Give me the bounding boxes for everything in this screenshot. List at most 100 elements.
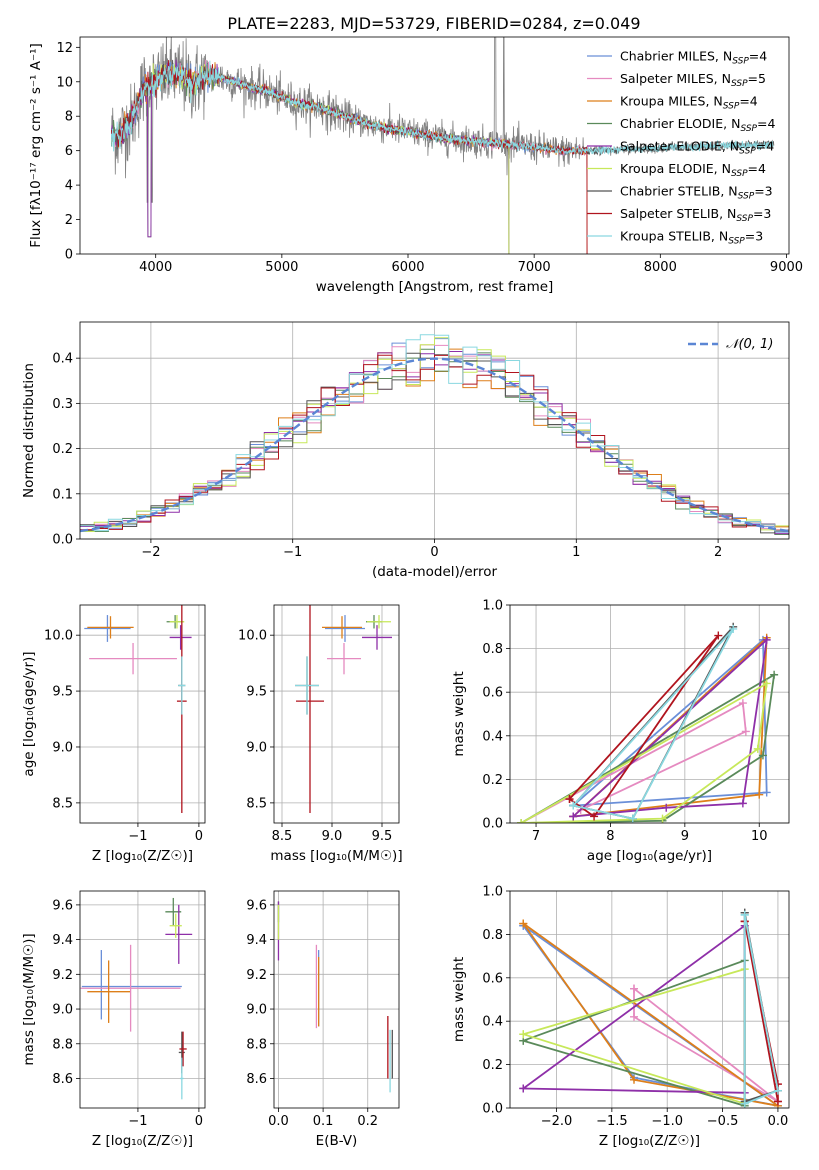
errorbar-salpeter-stelib bbox=[179, 1031, 187, 1067]
legend-entry-kroupa-elodie: Kroupa ELODIE, NSSP=4 bbox=[620, 161, 766, 179]
model-salpeter-stelib-line bbox=[111, 60, 588, 254]
series-kroupa-elodie-marker bbox=[517, 819, 526, 823]
mass-vs-Z-axes: −1 0 8.6 8.8 9.0 9.2 9.4 9.6 Z [log₁₀(Z/Z☉)] mass… bbox=[21, 891, 205, 1149]
y-tick-label: 8.6 bbox=[246, 1072, 267, 1087]
y-tick-label: 0.4 bbox=[482, 729, 503, 744]
x-tick-label: −2 bbox=[141, 545, 160, 560]
x-tick-label: 9.0 bbox=[322, 829, 343, 844]
legend-entry-chabrier-miles: Chabrier MILES, NSSP=4 bbox=[620, 49, 767, 67]
errorbar-salpeter-miles bbox=[89, 643, 177, 675]
x-tick-label: 1 bbox=[572, 545, 580, 560]
y-tick-label: 9.0 bbox=[246, 740, 267, 755]
y-tick-label: 0.0 bbox=[52, 533, 73, 548]
series-kroupa-stelib-marker bbox=[740, 910, 749, 919]
y-tick-label: 0.6 bbox=[482, 686, 503, 701]
series-kroupa-stelib-marker bbox=[628, 814, 637, 823]
x-tick-label: −1 bbox=[283, 545, 302, 560]
x-tick-label: 9.5 bbox=[372, 829, 393, 844]
y-tick-label: 0.2 bbox=[52, 442, 73, 457]
residuals-plot-area bbox=[80, 334, 789, 535]
x-tick-label: 7000 bbox=[518, 260, 551, 275]
series-kroupa-elodie-marker bbox=[658, 814, 667, 823]
series-salpeter-miles-marker bbox=[738, 699, 747, 708]
y-tick-label: 1.0 bbox=[482, 885, 503, 900]
y-tick-label: 0.4 bbox=[52, 352, 73, 367]
y-axis-label: mass [log₁₀(M/M☉)] bbox=[21, 933, 37, 1065]
errorbar-salpeter-elodie bbox=[362, 625, 392, 650]
series-salpeter-miles-marker bbox=[630, 1012, 638, 1021]
legend-entry-kroupa-miles: Kroupa MILES, NSSP=4 bbox=[620, 94, 758, 112]
x-tick-label: −1.0 bbox=[651, 1114, 683, 1129]
y-tick-label: 9.6 bbox=[52, 898, 73, 913]
y-tick-label: 0.0 bbox=[482, 1102, 503, 1117]
mass-vs-ebv-frame bbox=[273, 890, 400, 1109]
y-tick-label: 9.2 bbox=[246, 968, 267, 983]
figure-title: PLATE=2283, MJD=53729, FIBERID=0284, z=0… bbox=[227, 14, 640, 33]
x-axis-label: (data-model)/error bbox=[372, 564, 498, 580]
errorbar-salpeter-elodie bbox=[169, 625, 192, 650]
series-chabrier-miles-line bbox=[572, 637, 768, 807]
errorbar-salpeter-stelib bbox=[296, 605, 324, 813]
age-vs-mass-frame bbox=[273, 604, 400, 824]
y-tick-label: 0.4 bbox=[482, 1015, 503, 1030]
y-tick-label: 0.2 bbox=[482, 1058, 503, 1073]
series-salpeter-stelib-marker bbox=[714, 631, 723, 640]
x-tick-label: −1.5 bbox=[596, 1114, 628, 1129]
series-chabrier-miles-marker bbox=[762, 788, 771, 797]
series-salpeter-stelib-line bbox=[743, 921, 779, 1102]
series-kroupa-stelib-marker bbox=[729, 624, 738, 633]
histogram-kroupa-stelib bbox=[80, 334, 789, 532]
y-axis-label: mass weight bbox=[451, 957, 467, 1042]
x-tick-label: 6000 bbox=[391, 260, 424, 275]
x-tick-label: 4000 bbox=[139, 260, 172, 275]
y-tick-label: 9.5 bbox=[246, 685, 267, 700]
errorbar-kroupa-elodie bbox=[367, 615, 391, 629]
y-tick-label: 10.0 bbox=[238, 629, 267, 644]
y-axis-label: age [log₁₀(age/yr)] bbox=[21, 651, 37, 776]
series-kroupa-stelib-line bbox=[743, 914, 779, 1106]
y-tick-label: 9.0 bbox=[246, 1003, 267, 1018]
series-kroupa-elodie-marker bbox=[762, 679, 771, 688]
y-tick-label: 10.0 bbox=[44, 629, 73, 644]
mass-weight-vs-age-axes: 7 8 9 10 0.0 0.2 0.4 0.6 0.8 1.0 age [log₁₀(age/yr… bbox=[451, 599, 789, 864]
series-salpeter-elodie-marker bbox=[569, 812, 578, 821]
series-salpeter-miles-marker bbox=[741, 727, 750, 736]
legend-entry-salpeter-elodie: Salpeter ELODIE, NSSP=4 bbox=[620, 139, 774, 157]
legend-entry-chabrier-elodie: Chabrier ELODIE, NSSP=4 bbox=[620, 116, 775, 134]
x-axis-label: wavelength [Angstrom, rest frame] bbox=[316, 279, 554, 295]
errorbar-salpeter-elodie bbox=[165, 904, 193, 964]
series-kroupa-elodie-line bbox=[520, 681, 768, 823]
mass-weight-vs-Z-plot-area bbox=[519, 908, 782, 1108]
errorbar-chabrier-miles bbox=[325, 615, 365, 642]
y-tick-label: 0.8 bbox=[482, 928, 503, 943]
x-axis-label: age [log₁₀(age/yr)] bbox=[587, 848, 712, 864]
series-kroupa-elodie-marker bbox=[753, 744, 762, 753]
model-chabrier-elodie-line bbox=[111, 64, 510, 254]
legend-entry-kroupa-stelib: Kroupa STELIB, NSSP=3 bbox=[620, 229, 763, 247]
y-tick-label: 0.3 bbox=[52, 397, 73, 412]
y-tick-label: 8.8 bbox=[52, 1037, 73, 1052]
x-tick-label: 0.1 bbox=[313, 1114, 334, 1129]
mass-vs-ebv-axes: 0.0 0.1 0.2 8.6 8.8 9.0 9.2 9.4 9.6 E(B-V) bbox=[246, 891, 399, 1149]
age-vs-Z-frame bbox=[79, 604, 206, 824]
series-salpeter-miles-marker bbox=[630, 984, 638, 993]
mass-vs-ebv-plot-area bbox=[277, 901, 393, 1093]
spectrum-plot-area bbox=[111, 37, 775, 254]
normal-distribution-curve bbox=[80, 357, 789, 533]
y-tick-label: 0.0 bbox=[482, 817, 503, 832]
x-tick-label: 0.2 bbox=[357, 1114, 378, 1129]
x-tick-label: −0.5 bbox=[707, 1114, 739, 1129]
x-tick-label: 8.5 bbox=[272, 829, 293, 844]
series-salpeter-stelib-marker bbox=[590, 812, 599, 821]
x-axis-label: Z [log₁₀(Z/Z☉)] bbox=[599, 1133, 700, 1149]
y-tick-label: 9.5 bbox=[52, 685, 73, 700]
series-kroupa-stelib-marker bbox=[773, 1086, 782, 1095]
y-tick-label: 0.8 bbox=[482, 642, 503, 657]
mass-weight-vs-Z-axes: −2.0 −1.5 −1.0 −0.5 0.0 0.0 0.2 0.4 0.6 0.8 1.0 Z [… bbox=[451, 885, 789, 1149]
errorbar-kroupa-stelib bbox=[295, 656, 319, 715]
errorbar-kroupa-elodie bbox=[169, 913, 182, 938]
y-tick-label: 0.6 bbox=[482, 971, 503, 986]
age-vs-Z-plot-area bbox=[84, 605, 192, 813]
mass-weight-vs-age-frame bbox=[509, 604, 790, 824]
y-tick-label: 9.0 bbox=[52, 1003, 73, 1018]
